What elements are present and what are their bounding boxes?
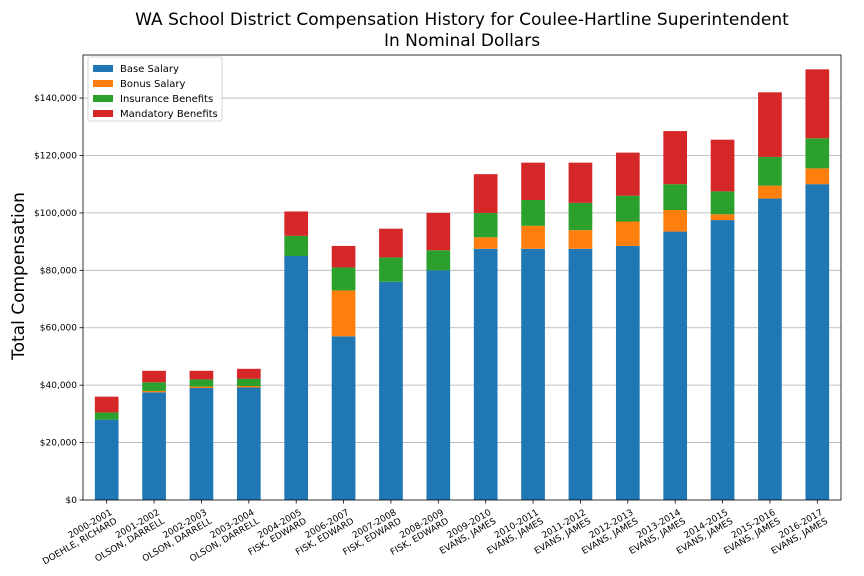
bar-base-salary: [331, 336, 356, 500]
legend: Base Salary Bonus Salary Insurance Benefit…: [87, 56, 223, 122]
y-tick-label: $20,000: [40, 439, 77, 449]
bar-base-salary: [189, 388, 214, 500]
bar-base-salary: [568, 248, 593, 500]
bar-base-salary: [521, 248, 545, 500]
plot-frame: [82, 54, 842, 501]
bar-insurance-benefits: [710, 191, 735, 215]
bar-base-salary: [236, 387, 261, 500]
bar-base-salary: [663, 231, 688, 500]
y-tick-label: $0: [66, 496, 78, 506]
bar-mandatory-benefits: [331, 245, 356, 268]
bar-mandatory-benefits: [568, 162, 593, 203]
y-tick-label: $140,000: [34, 94, 77, 104]
bar-mandatory-benefits: [758, 92, 782, 157]
bar-insurance-benefits: [805, 138, 830, 169]
bar-bonus-salary: [710, 214, 735, 221]
bar-mandatory-benefits: [142, 370, 166, 383]
bar-bonus-salary: [473, 237, 498, 249]
bar-bonus-salary: [805, 168, 830, 185]
bar-bonus-salary: [142, 390, 166, 393]
bar-insurance-benefits: [379, 257, 403, 282]
bars: [94, 69, 830, 501]
bar-insurance-benefits: [426, 250, 451, 271]
bar-mandatory-benefits: [805, 69, 830, 139]
bar-bonus-salary: [521, 225, 545, 249]
bar-bonus-salary: [663, 210, 688, 232]
bar-bonus-salary: [331, 290, 356, 337]
bar-mandatory-benefits: [284, 211, 309, 236]
bar-mandatory-benefits: [521, 162, 545, 200]
bar-mandatory-benefits: [189, 370, 214, 380]
bar-base-salary: [615, 245, 640, 500]
bar-insurance-benefits: [331, 267, 356, 291]
bar-insurance-benefits: [236, 378, 261, 387]
bar-base-salary: [805, 184, 830, 500]
legend-box: [87, 56, 223, 122]
y-tick-label: $100,000: [34, 209, 77, 219]
y-tick-label: $60,000: [40, 324, 77, 334]
bar-bonus-salary: [758, 185, 782, 199]
legend-swatch: [93, 95, 113, 102]
bar-mandatory-benefits: [94, 396, 119, 413]
bar-bonus-salary: [615, 221, 640, 246]
bar-base-salary: [473, 248, 498, 500]
bar-insurance-benefits: [284, 235, 309, 256]
y-tick-label: $40,000: [40, 381, 77, 391]
legend-label: Insurance Benefits: [120, 94, 213, 105]
axes: [79, 54, 842, 504]
bar-mandatory-benefits: [710, 139, 735, 192]
bar-mandatory-benefits: [379, 228, 403, 258]
bar-base-salary: [94, 419, 119, 500]
bar-base-salary: [142, 392, 166, 500]
bar-insurance-benefits: [521, 199, 545, 226]
bar-mandatory-benefits: [426, 212, 451, 251]
bar-insurance-benefits: [189, 379, 214, 387]
bar-insurance-benefits: [142, 382, 166, 391]
legend-label: Bonus Salary: [120, 79, 186, 90]
bar-insurance-benefits: [615, 195, 640, 222]
bar-insurance-benefits: [758, 156, 782, 186]
legend-swatch: [93, 80, 113, 87]
bar-base-salary: [379, 281, 403, 500]
legend-swatch: [93, 110, 113, 117]
bar-insurance-benefits: [94, 412, 119, 420]
bar-bonus-salary: [568, 230, 593, 249]
legend-swatch: [93, 65, 113, 72]
y-tick-label: $120,000: [34, 151, 77, 161]
bar-mandatory-benefits: [236, 368, 261, 379]
bar-insurance-benefits: [473, 212, 498, 238]
bar-insurance-benefits: [568, 202, 593, 231]
y-tick-labels: $0 $20,000 $40,000 $60,000 $80,000 $100,000 $1…: [34, 94, 77, 506]
bar-bonus-salary: [236, 386, 261, 388]
legend-label: Base Salary: [120, 64, 179, 75]
bar-base-salary: [710, 220, 735, 501]
chart-subtitle: In Nominal Dollars: [384, 31, 540, 51]
bar-base-salary: [426, 270, 451, 500]
legend-label: Mandatory Benefits: [120, 109, 218, 120]
bar-insurance-benefits: [663, 184, 688, 211]
bar-mandatory-benefits: [663, 131, 688, 185]
bar-mandatory-benefits: [473, 174, 498, 213]
bar-mandatory-benefits: [615, 152, 640, 196]
bar-base-salary: [284, 255, 309, 500]
y-tick-label: $80,000: [40, 266, 77, 276]
bar-base-salary: [758, 198, 782, 500]
chart-title: WA School District Compensation History …: [135, 10, 789, 30]
y-axis-label: Total Compensation: [9, 192, 29, 361]
bar-bonus-salary: [189, 386, 214, 389]
